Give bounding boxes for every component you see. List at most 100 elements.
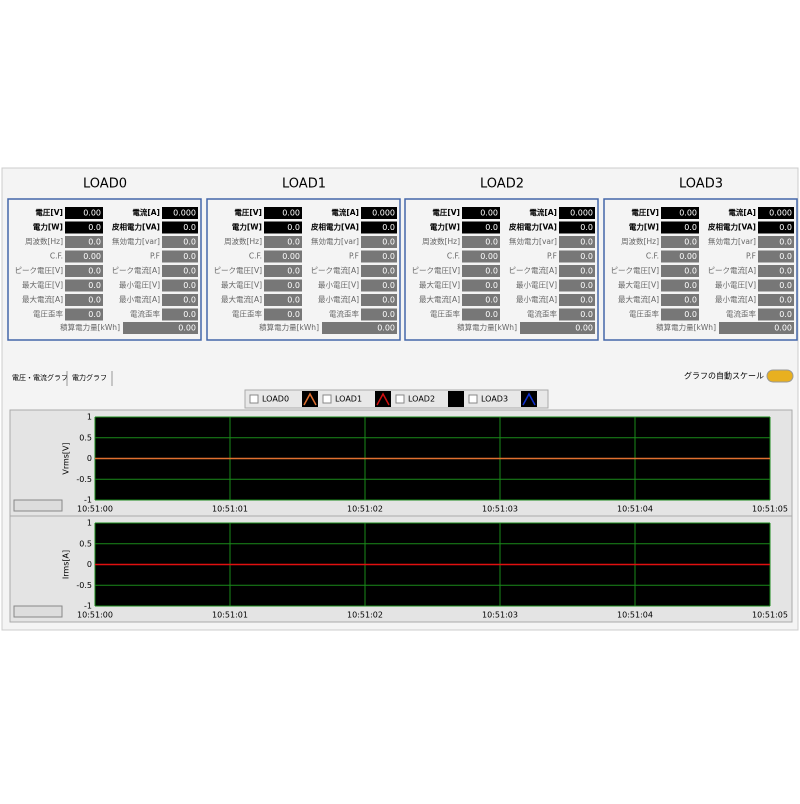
field-label: 最大電圧[V]: [419, 280, 460, 290]
value-box: [559, 279, 595, 292]
field-value: 0.0: [580, 223, 593, 232]
y-tick-label: -1: [84, 602, 92, 611]
value-box: [65, 236, 103, 248]
field-label: 電力[W]: [33, 222, 63, 232]
field-label: 皮相電力[VA]: [508, 222, 557, 232]
field-label: 積算電力量[kWh]: [60, 322, 120, 332]
y-tick-label: -0.5: [76, 581, 92, 590]
value-box: [65, 294, 103, 306]
legend-checkbox[interactable]: [322, 394, 332, 404]
tab[interactable]: 電力グラフ: [72, 373, 107, 382]
field-label: 周波数[Hz]: [422, 236, 460, 246]
value-box: [661, 236, 699, 248]
toggle-label: グラフの自動スケール: [684, 371, 764, 381]
value-box: [462, 279, 500, 292]
field-label: 電圧[V]: [234, 207, 262, 217]
field-value: 0.0: [684, 310, 697, 319]
field-value: 0.0: [779, 238, 792, 247]
field-value: 0.0: [485, 310, 498, 319]
value-box: [719, 322, 794, 334]
field-label: 最大電流[A]: [221, 294, 262, 304]
y-tick-label: 1: [87, 413, 92, 422]
value-box: [162, 250, 198, 263]
field-value: 0.0: [287, 281, 300, 290]
field-label: 最大電流[A]: [22, 294, 63, 304]
graph-button[interactable]: [13, 499, 63, 512]
value-box: [661, 265, 699, 277]
value-box: [661, 221, 699, 234]
field-label: ピーク電圧[V]: [611, 266, 660, 275]
field-value: 0.0: [684, 238, 697, 247]
field-value: 0.0: [287, 310, 300, 319]
toggle[interactable]: [766, 369, 794, 383]
field-label: 電圧歪率: [629, 309, 659, 319]
field-value: 0.00: [282, 209, 300, 218]
field-value: 0.0: [287, 267, 300, 276]
value-box: [462, 221, 500, 234]
field-value: 0.0: [684, 267, 697, 276]
value-box: [361, 207, 397, 219]
field-label: 無効電力[var]: [311, 236, 359, 246]
x-tick-label: 10:51:01: [212, 505, 248, 514]
field-label: ピーク電圧[V]: [412, 266, 461, 275]
field-value: 0.0: [485, 281, 498, 290]
value-box: [758, 308, 794, 321]
field-value: 0.0: [580, 252, 593, 261]
field-value: 0.0: [779, 252, 792, 261]
field-label: 最大電圧[V]: [22, 280, 63, 290]
field-label: 無効電力[var]: [509, 236, 557, 246]
field-value: 0.0: [779, 281, 792, 290]
field-value: 0.0: [580, 296, 593, 305]
value-box: [661, 279, 699, 292]
value-box: [264, 294, 302, 306]
y-axis-label: Irms[A]: [62, 550, 71, 579]
value-box: [661, 308, 699, 321]
graph-button[interactable]: [13, 605, 63, 618]
value-box: [264, 265, 302, 277]
field-value: 0.0: [382, 310, 395, 319]
field-label: 電圧[V]: [432, 207, 460, 217]
value-box: [462, 265, 500, 277]
field-value: 0.0: [88, 310, 101, 319]
value-box: [361, 294, 397, 306]
legend-line: [303, 392, 317, 406]
field-label: 周波数[Hz]: [224, 236, 262, 246]
x-tick-label: 10:51:03: [482, 611, 518, 620]
field-label: 皮相電力[VA]: [310, 222, 359, 232]
field-value: 0.0: [779, 310, 792, 319]
field-value: 0.0: [183, 252, 196, 261]
field-value: 0.00: [178, 324, 196, 333]
value-box: [462, 207, 500, 219]
field-label: P.F: [150, 252, 160, 261]
legend-checkbox[interactable]: [249, 394, 259, 404]
field-label: 無効電力[var]: [112, 236, 160, 246]
field-value: 0.0: [779, 267, 792, 276]
y-tick-label: 0: [87, 560, 92, 569]
field-label: 最大電圧[V]: [618, 280, 659, 290]
legend-line: [449, 392, 463, 406]
field-value: 0.0: [382, 267, 395, 276]
field-label: ピーク電流[A]: [311, 265, 360, 275]
value-box: [162, 236, 198, 248]
legend-checkbox[interactable]: [468, 394, 478, 404]
field-label: C.F.: [447, 252, 460, 261]
x-tick-label: 10:51:02: [347, 505, 383, 514]
field-label: 皮相電力[VA]: [111, 222, 160, 232]
tab[interactable]: 電圧・電流グラフ: [12, 373, 68, 382]
field-value: 0.00: [774, 324, 792, 333]
value-box: [661, 207, 699, 219]
legend-swatch: [521, 391, 537, 407]
field-value: 0.000: [769, 209, 792, 218]
field-label: 無効電力[var]: [708, 236, 756, 246]
field-label: 電流歪率: [527, 309, 557, 319]
legend-checkbox[interactable]: [395, 394, 405, 404]
panel-title: LOAD1: [282, 177, 326, 192]
field-label: C.F.: [50, 252, 63, 261]
value-box: [361, 308, 397, 321]
field-value: 0.0: [382, 238, 395, 247]
field-value: 0.0: [88, 296, 101, 305]
legend-name: LOAD2: [408, 395, 435, 404]
field-value: 0.0: [88, 238, 101, 247]
value-box: [361, 279, 397, 292]
field-value: 0.00: [679, 209, 697, 218]
